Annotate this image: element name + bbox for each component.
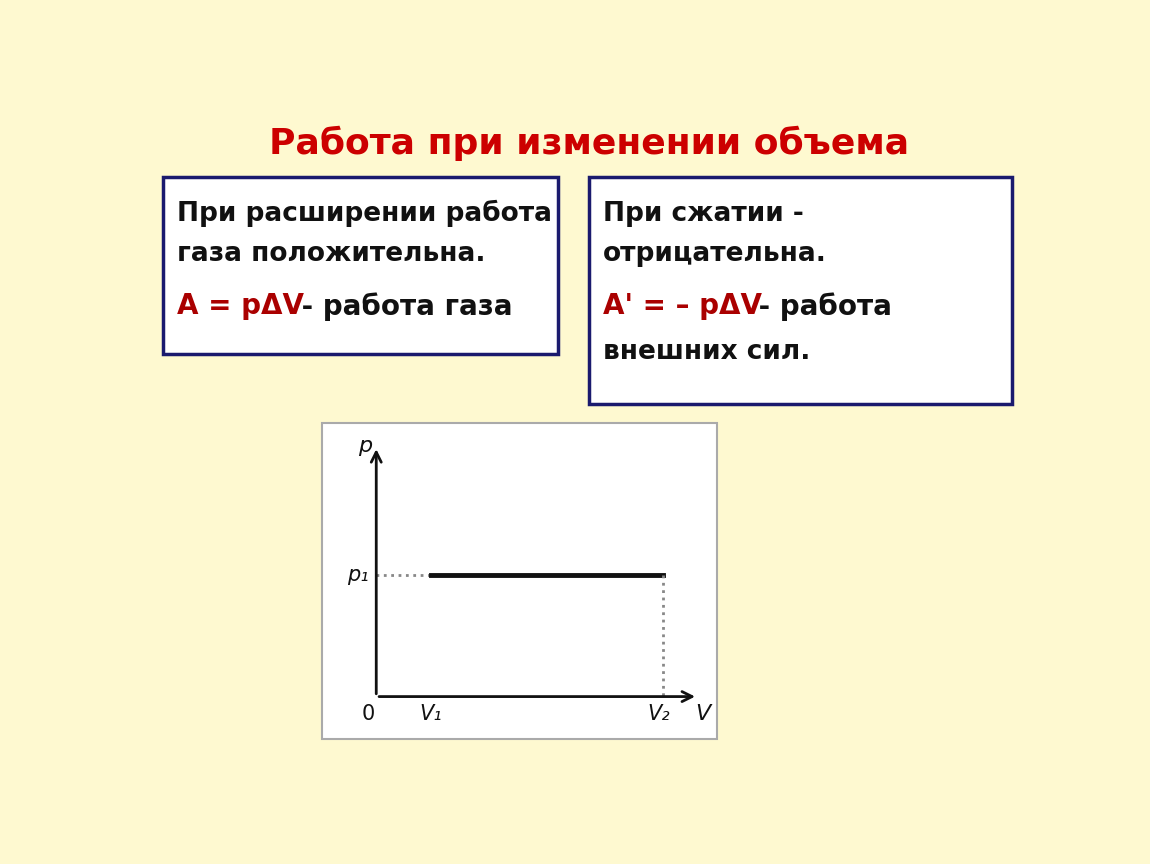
Text: 0: 0 <box>362 703 375 723</box>
Text: V₂: V₂ <box>647 703 670 723</box>
FancyBboxPatch shape <box>322 423 718 739</box>
Text: А' = – рΔV: А' = – рΔV <box>604 292 762 321</box>
Text: При сжатии -: При сжатии - <box>604 200 804 226</box>
FancyBboxPatch shape <box>590 177 1012 404</box>
Text: А = рΔV: А = рΔV <box>177 292 304 321</box>
Text: - работа: - работа <box>749 292 892 321</box>
Text: p: p <box>359 436 373 456</box>
Text: V₁: V₁ <box>420 703 442 723</box>
Text: внешних сил.: внешних сил. <box>604 340 811 365</box>
Text: Работа при изменении объема: Работа при изменении объема <box>269 126 910 162</box>
FancyBboxPatch shape <box>163 177 559 354</box>
Text: p₁: p₁ <box>347 565 368 585</box>
Text: отрицательна.: отрицательна. <box>604 241 827 267</box>
Text: V: V <box>696 703 711 723</box>
Text: При расширении работа: При расширении работа <box>177 200 552 227</box>
Text: газа положительна.: газа положительна. <box>177 241 485 267</box>
Text: - работа газа: - работа газа <box>292 292 512 321</box>
